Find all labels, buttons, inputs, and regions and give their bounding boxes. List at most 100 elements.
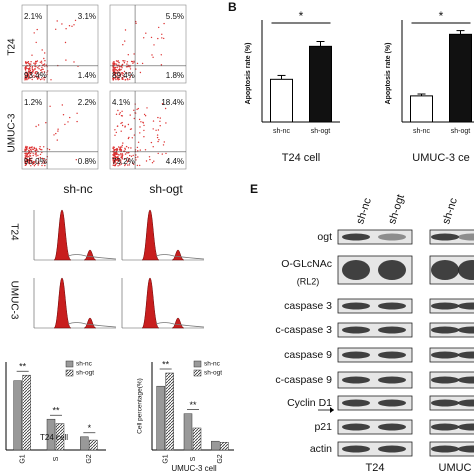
x-axis-label: UMUC-3 cell xyxy=(171,464,217,473)
g1-peak xyxy=(141,209,160,261)
event-dot xyxy=(35,41,37,44)
category-label: G1 xyxy=(163,454,170,463)
event-dot xyxy=(126,72,128,74)
category-label: sh-ogt xyxy=(311,128,331,135)
event-dot xyxy=(123,62,126,64)
event-dot xyxy=(24,162,26,164)
event-dot xyxy=(29,158,31,160)
event-dot xyxy=(37,161,40,163)
event-dot xyxy=(118,74,121,76)
category-label: G2 xyxy=(86,454,93,463)
event-dot xyxy=(151,162,154,164)
event-dot xyxy=(116,157,119,159)
column-label: sh-ogt xyxy=(149,182,183,196)
significance-mark: * xyxy=(88,423,92,433)
event-dot xyxy=(114,149,116,151)
blot-band xyxy=(378,351,406,359)
event-dot xyxy=(50,79,52,81)
event-dot xyxy=(41,151,43,154)
event-dot xyxy=(34,62,36,64)
event-dot xyxy=(115,60,118,62)
flow-plot: 2.1% 3.1% 93.4% 1.4% xyxy=(21,4,99,84)
event-dot xyxy=(133,60,135,62)
blot-label: c-caspase 3 xyxy=(275,324,332,336)
event-dot xyxy=(41,66,43,69)
event-dot xyxy=(120,146,122,148)
event-dot xyxy=(57,130,59,132)
event-dot xyxy=(27,160,29,162)
blot-label: actin xyxy=(310,443,332,455)
blot-strip xyxy=(337,441,413,457)
blot-strip xyxy=(337,298,413,314)
event-dot xyxy=(118,158,120,161)
event-dot xyxy=(137,156,139,158)
event-dot xyxy=(39,153,42,156)
bar xyxy=(165,372,174,451)
panel-label: E xyxy=(250,182,258,196)
quadrant-label: 3.1% xyxy=(78,12,96,21)
event-dot xyxy=(113,62,116,65)
blot-band xyxy=(342,445,370,453)
blot-band xyxy=(342,376,370,384)
blot-band xyxy=(458,376,474,384)
event-dot xyxy=(29,77,31,79)
event-dot xyxy=(144,149,147,151)
y-axis-label: Apoptosis rate (%) xyxy=(245,43,252,105)
blot-label: p21 xyxy=(314,421,332,433)
event-dot xyxy=(116,66,118,69)
event-dot xyxy=(124,126,126,128)
event-dot xyxy=(24,68,27,70)
event-dot xyxy=(39,146,41,148)
event-dot xyxy=(38,68,40,70)
event-dot xyxy=(115,159,117,161)
event-dot xyxy=(25,155,28,157)
blot-band xyxy=(378,260,406,280)
event-dot xyxy=(114,134,116,136)
event-dot xyxy=(115,78,117,81)
event-dot xyxy=(28,68,30,70)
event-dot xyxy=(152,128,154,130)
event-dot xyxy=(30,63,32,65)
event-dot xyxy=(36,78,39,80)
event-dot xyxy=(35,155,37,157)
event-dot xyxy=(27,71,30,73)
event-dot xyxy=(112,68,114,70)
event-dot xyxy=(30,165,32,167)
event-dot xyxy=(113,152,115,155)
event-dot xyxy=(165,152,167,155)
blot-band xyxy=(431,423,459,431)
event-dot xyxy=(27,61,30,63)
event-dot xyxy=(31,54,33,56)
event-dot xyxy=(124,163,127,165)
quadrant-label: 0.8% xyxy=(78,157,96,166)
event-dot xyxy=(118,72,120,74)
event-dot xyxy=(158,26,160,29)
event-dot xyxy=(24,164,26,166)
event-dot xyxy=(43,146,45,148)
event-dot xyxy=(127,147,130,149)
event-dot xyxy=(24,152,26,155)
event-dot xyxy=(37,157,40,160)
legend-swatch xyxy=(65,369,74,377)
legend-label: sh-ogt xyxy=(76,370,94,377)
bar xyxy=(22,374,31,451)
event-dot xyxy=(35,75,37,78)
blot-label: caspase 3 xyxy=(284,300,332,312)
event-dot xyxy=(148,156,151,158)
blot-band xyxy=(342,351,370,359)
blot-band xyxy=(342,326,370,334)
event-dot xyxy=(123,76,126,78)
event-dot xyxy=(121,144,124,147)
quadrant-label: 95.0% xyxy=(24,157,47,166)
event-dot xyxy=(64,123,66,126)
event-dot xyxy=(163,141,165,143)
event-dot xyxy=(121,67,123,69)
event-dot xyxy=(33,147,36,150)
event-dot xyxy=(141,62,144,65)
event-dot xyxy=(133,109,135,112)
event-dot xyxy=(136,164,139,167)
event-dot xyxy=(121,121,123,124)
event-dot xyxy=(29,70,31,73)
event-dot xyxy=(129,154,131,157)
event-dot xyxy=(34,76,36,78)
